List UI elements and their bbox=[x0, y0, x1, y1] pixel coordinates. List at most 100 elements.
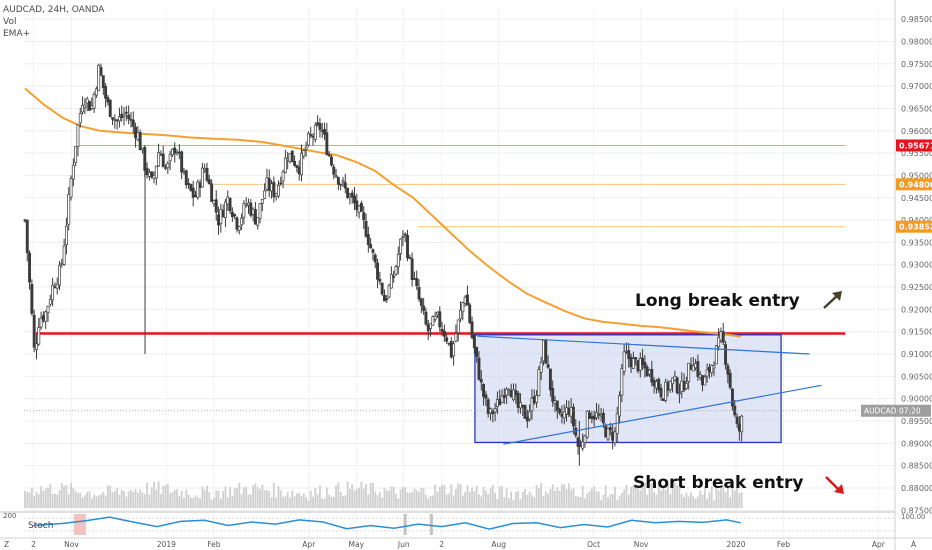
candle bbox=[346, 187, 350, 199]
level-orange-1-price-tag-bg bbox=[896, 178, 932, 191]
volume-bar bbox=[277, 486, 280, 509]
volume-bar bbox=[60, 482, 63, 509]
candle bbox=[30, 279, 34, 316]
candle bbox=[385, 295, 389, 303]
volume-bar bbox=[496, 498, 499, 509]
candle-body bbox=[592, 415, 596, 420]
candle-body bbox=[150, 171, 154, 178]
volume-bar bbox=[279, 490, 282, 509]
candle-body bbox=[164, 167, 167, 170]
volume-bar bbox=[270, 497, 273, 509]
volume-bar bbox=[206, 485, 208, 509]
candle-body bbox=[634, 356, 638, 360]
volume-bar bbox=[201, 486, 204, 509]
volume-bar bbox=[49, 483, 52, 509]
candle-body bbox=[401, 236, 405, 238]
volume-bar bbox=[162, 486, 165, 509]
level-orange-1-price-tag: 0.94800 bbox=[899, 180, 932, 189]
price-axis-bg bbox=[895, 0, 932, 550]
candle bbox=[403, 232, 407, 243]
candle-body bbox=[240, 217, 244, 226]
volume-bar bbox=[321, 498, 324, 509]
candle bbox=[164, 164, 167, 171]
candle-body bbox=[680, 380, 684, 392]
candle-body bbox=[396, 254, 400, 268]
volume-bar bbox=[284, 496, 287, 509]
candle-body bbox=[636, 360, 640, 372]
volume-bar bbox=[561, 484, 563, 509]
candle bbox=[323, 122, 326, 141]
volume-bar bbox=[44, 488, 47, 509]
candle-body bbox=[120, 113, 124, 118]
candle-body bbox=[327, 154, 331, 157]
volume-bar bbox=[247, 494, 250, 509]
candle-body bbox=[117, 116, 121, 122]
candle bbox=[364, 213, 368, 238]
candle bbox=[205, 162, 209, 183]
candle-body bbox=[203, 168, 207, 171]
y-tick-label: 0.98000 bbox=[901, 37, 932, 46]
volume-bar bbox=[508, 498, 510, 509]
volume-bar bbox=[185, 489, 188, 509]
y-tick-label: 0.92000 bbox=[901, 305, 932, 314]
candle bbox=[620, 364, 624, 403]
volume-bar bbox=[466, 485, 469, 509]
candle-body bbox=[613, 431, 617, 444]
candle-body bbox=[666, 382, 670, 391]
candle-body bbox=[470, 321, 474, 338]
candle bbox=[394, 264, 398, 277]
candle-body bbox=[32, 314, 36, 348]
candle-body bbox=[491, 410, 495, 415]
candle-body bbox=[288, 153, 292, 163]
volume-bar bbox=[132, 491, 135, 509]
volume-indicator-label[interactable]: Vol bbox=[3, 17, 17, 27]
candle-body bbox=[272, 181, 276, 198]
candle bbox=[288, 153, 292, 164]
volume-bar bbox=[593, 486, 596, 509]
candle-body bbox=[588, 412, 592, 419]
volume-bar bbox=[254, 483, 257, 509]
candle-body bbox=[221, 210, 225, 218]
volume-bar bbox=[443, 484, 446, 509]
volume-bar bbox=[72, 488, 75, 509]
candle-body bbox=[678, 392, 681, 395]
volume-bar bbox=[459, 484, 462, 509]
candle-body bbox=[482, 383, 486, 397]
candle bbox=[675, 376, 679, 395]
volume-bar bbox=[436, 491, 439, 509]
candle bbox=[101, 75, 105, 96]
candle bbox=[168, 150, 172, 171]
volume-bar bbox=[706, 498, 709, 509]
candle bbox=[399, 238, 403, 261]
time-axis-ticks: 2 Nov 2019 Feb Apr May Jun 2 Aug Oct Nov 2020 Feb Apr bbox=[31, 540, 886, 549]
candle-body bbox=[438, 311, 442, 328]
volume-bar bbox=[567, 483, 570, 509]
candle-body bbox=[371, 249, 375, 253]
candle bbox=[671, 377, 674, 393]
plot-area bbox=[24, 8, 895, 538]
candle bbox=[588, 409, 592, 419]
candle-body bbox=[498, 399, 502, 406]
candle-body bbox=[585, 410, 589, 438]
ema-indicator-label[interactable]: EMA+ bbox=[3, 29, 31, 39]
candles bbox=[23, 63, 744, 455]
candle bbox=[429, 323, 433, 337]
candle-body bbox=[442, 330, 446, 337]
candle-body bbox=[357, 205, 361, 213]
volume-bar bbox=[256, 487, 259, 509]
volume-bar bbox=[155, 489, 158, 509]
candle-body bbox=[115, 119, 119, 122]
y-tick-label: 0.97000 bbox=[901, 82, 932, 91]
candle-body bbox=[399, 238, 403, 254]
volume-bar bbox=[450, 484, 453, 509]
candle-body bbox=[387, 285, 391, 298]
candle-body bbox=[431, 316, 435, 326]
volume-bar bbox=[229, 487, 231, 509]
candle bbox=[187, 178, 191, 189]
candle bbox=[318, 118, 322, 138]
candle-body bbox=[134, 126, 138, 139]
volume-bar bbox=[455, 489, 457, 509]
volume-bar bbox=[690, 492, 692, 509]
volume-bar bbox=[309, 490, 312, 509]
